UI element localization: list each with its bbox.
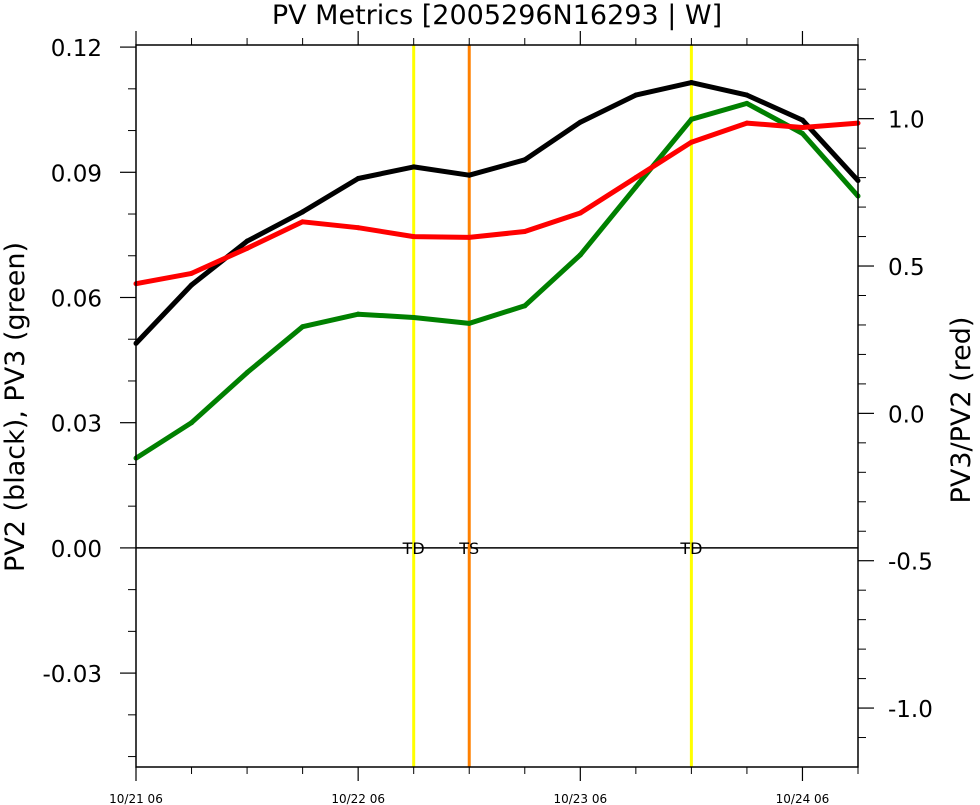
series-2-point-4 — [355, 225, 361, 231]
series-2-point-11 — [744, 120, 750, 126]
series-2-point-1 — [189, 270, 195, 276]
y-left-tick-label-4: 0.00 — [51, 537, 102, 563]
series-2-point-9 — [633, 175, 639, 181]
y-right-tick-label-2: 0.0 — [888, 402, 925, 428]
series-line-1 — [134, 100, 860, 461]
stage-marker-label-2: TD — [679, 539, 702, 558]
x-tick-label-0: 10/21 06 — [109, 792, 163, 805]
series-2-point-8 — [577, 210, 583, 216]
chart-title: PV Metrics [2005296N16293 | W] — [272, 0, 722, 31]
series-line-0 — [134, 80, 860, 346]
series-1-point-11 — [744, 100, 750, 106]
y-left-tick-label-3: 0.03 — [51, 412, 102, 438]
series-1-point-12 — [799, 130, 805, 136]
stage-marker-label-1: TS — [458, 539, 479, 558]
y-right-tick-label-1: 0.5 — [888, 255, 925, 281]
y-left-tick-label-1: 0.09 — [51, 161, 102, 187]
series-0-point-8 — [577, 119, 583, 125]
series-0-point-2 — [244, 238, 250, 244]
series-2-point-5 — [411, 234, 417, 240]
x-tick-label-2: 10/23 06 — [553, 792, 607, 805]
y-axis-right-label: PV3/PV2 (red) — [946, 317, 977, 504]
series-2-point-6 — [466, 234, 472, 240]
series-1-point-10 — [688, 116, 694, 122]
series-0-point-12 — [799, 117, 805, 123]
y-left-tick-label-5: -0.03 — [42, 662, 102, 688]
series-0-point-11 — [744, 92, 750, 98]
series-1-point-8 — [577, 252, 583, 258]
series-1-point-4 — [355, 311, 361, 317]
series-0-point-9 — [633, 92, 639, 98]
plot-layer: TD TS TD 0.12 0.09 0.06 0.03 0.00 -0.03 1.0 0.5 0.0… — [42, 31, 933, 805]
series-2-point-2 — [244, 245, 250, 251]
series-0-point-5 — [411, 164, 417, 170]
series-1-point-9 — [633, 184, 639, 190]
series-1-point-3 — [300, 324, 306, 330]
series-0-point-7 — [522, 157, 528, 163]
x-tick-label-1: 10/22 06 — [331, 792, 385, 805]
series-1-point-7 — [522, 303, 528, 309]
stage-marker-label-0: TD — [402, 539, 425, 558]
y-left-tick-label-2: 0.06 — [51, 286, 102, 312]
series-line-2 — [135, 120, 859, 287]
series-0-point-6 — [466, 172, 472, 178]
y-axis-left-label: PV2 (black), PV3 (green) — [0, 242, 31, 572]
series-2-point-12 — [799, 125, 805, 131]
y-right-tick-label-3: -0.5 — [888, 550, 933, 576]
series-0-point-3 — [300, 209, 306, 215]
series-1-point-6 — [466, 320, 472, 326]
y-left-tick-label-0: 0.12 — [51, 36, 102, 62]
series-2-point-10 — [688, 139, 694, 145]
series-2-point-7 — [522, 229, 528, 235]
series-0-point-4 — [355, 176, 361, 182]
y-right-tick-label-4: -1.0 — [888, 697, 933, 723]
y-right-tick-label-0: 1.0 — [888, 108, 925, 134]
series-1-point-5 — [411, 315, 417, 321]
series-0-point-10 — [688, 80, 694, 86]
plot-frame — [135, 44, 859, 768]
series-1-point-2 — [244, 370, 250, 376]
x-tick-label-3: 10/24 06 — [776, 792, 830, 805]
series-0-point-1 — [189, 282, 195, 288]
series-1-point-1 — [189, 420, 195, 426]
series-2-point-3 — [300, 219, 306, 225]
